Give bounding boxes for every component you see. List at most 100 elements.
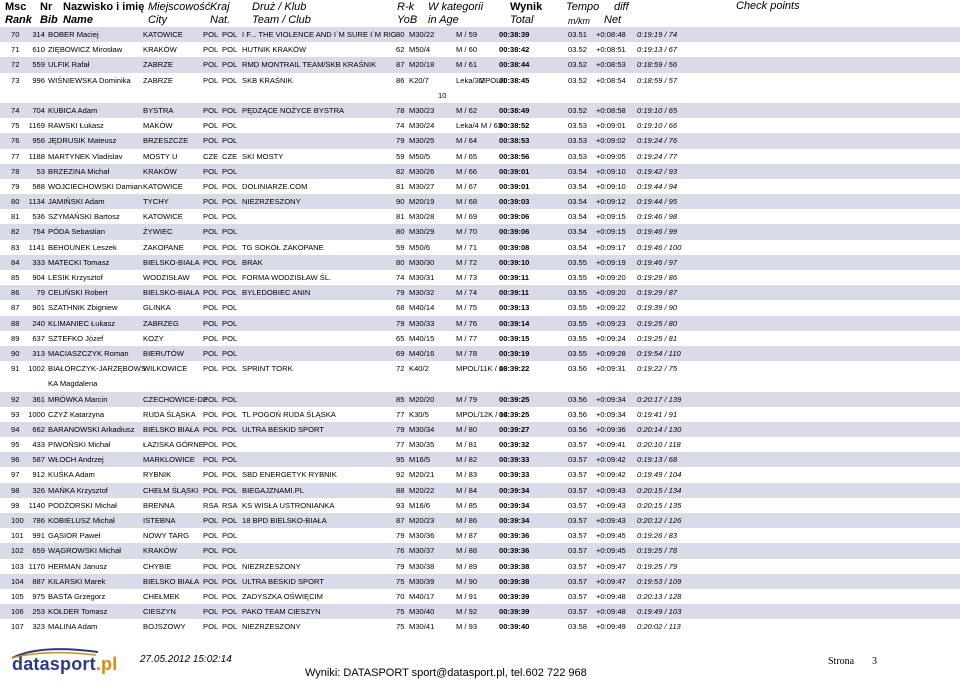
nation: POL [203, 531, 219, 541]
rank: 104 [11, 576, 24, 586]
nation: POL [203, 242, 219, 252]
bib: 637 [32, 333, 45, 343]
nation: POL [203, 105, 219, 115]
table-row: 101 991 GĄSIOR Paweł NOWY TARG POL POL 79 M30/3… [0, 528, 960, 543]
table-row: 104 887 KILARSKI Marek BIELSKO BIAŁA POL POL U… [0, 573, 960, 589]
time-diff: +0:09:42 [596, 470, 626, 480]
rank: 83 [11, 242, 20, 252]
tempo: 03.58 [568, 622, 588, 632]
time-diff: +0:09:01 [596, 121, 626, 131]
year-of-birth: 95 [396, 455, 405, 465]
table-row: 107 323 MALINA Adam BOJSZOWY POL POL NIEZRZESZ… [0, 619, 960, 634]
net-time: 0:19:46 / 97 [637, 257, 678, 267]
category-place: M / 59 [456, 30, 478, 39]
runner-name: BOBER Maciej [48, 30, 99, 39]
bib: 1002 [28, 364, 45, 374]
header-diff-en: Net [604, 14, 622, 26]
net-time: 0:19:46 / 99 [637, 227, 678, 237]
bib: 323 [32, 622, 45, 632]
category: M20/19 [409, 197, 435, 207]
runner-name: LESIK Krzysztof [48, 273, 103, 283]
year-of-birth: 93 [396, 500, 405, 510]
rank: 87 [11, 303, 20, 313]
rank: 79 [11, 181, 20, 191]
tempo: 03.56 [568, 424, 588, 434]
net-time: 0:19:53 / 109 [637, 576, 682, 586]
year-of-birth: 76 [396, 546, 405, 556]
tempo: 03.57 [568, 561, 588, 571]
nation-2: POL [222, 75, 238, 85]
tempo: 03.54 [568, 212, 588, 222]
total-time: 00:39:40 [499, 622, 530, 632]
category-place: M / 91 [456, 591, 478, 601]
team: RMD MONTRAIL TEAM/SKB KRAŚNIK [242, 60, 377, 70]
team: I F... THE VIOLENCE AND I`M SURE I`M RIG [242, 30, 397, 39]
runner-name: SZATHNIK Zbigniew [48, 303, 118, 313]
net-time: 0:20:10 / 118 [637, 440, 681, 450]
nation-2: POL [222, 212, 238, 222]
net-time: 0:19:22 / 75 [637, 364, 678, 374]
nation-2: POL [222, 257, 238, 267]
tempo: 03.57 [568, 546, 588, 556]
bib: 662 [32, 424, 45, 434]
bib: 536 [32, 212, 45, 222]
year-of-birth: 78 [396, 105, 405, 115]
bib: 79 [36, 288, 45, 298]
bib: 996 [32, 75, 45, 85]
table-row: 92 361 MRÓWKA Marcin CZECHOWICE-DZ POL POL 85 M… [0, 391, 960, 407]
bib: 314 [32, 30, 45, 39]
year-of-birth: 82 [396, 166, 405, 176]
year-of-birth: 87 [396, 516, 405, 526]
runner-name: PÓDA Sebastian [48, 227, 105, 237]
nation: CZE [203, 151, 219, 161]
runner-name: MATECKI Tomasz [48, 257, 110, 267]
team: BRAK [242, 257, 263, 267]
table-row: 71 610 ZIĘBOWICZ Mirosław KRAKÓW POL POL HUTNI… [0, 42, 960, 57]
runner-name: ZIĘBOWICZ Mirosław [48, 45, 123, 55]
nation: POL [203, 227, 219, 237]
header-city-pl: Miejscowość [148, 1, 211, 13]
year-of-birth: 69 [396, 348, 405, 358]
nation-2: POL [222, 485, 238, 495]
runner-name: WIŚNIEWSKA Dominika [48, 75, 131, 85]
rank: 99 [11, 500, 20, 510]
runner-name: KUBICA Adam [48, 105, 98, 115]
category-continued: 10 [438, 90, 447, 100]
nation-2: POL [222, 45, 238, 55]
total-time: 00:39:15 [499, 333, 530, 343]
city: ŻYWIEC [143, 227, 173, 237]
city: KRAKÓW [143, 45, 177, 55]
net-time: 0:20:02 / 113 [637, 622, 681, 632]
year-of-birth: 59 [396, 242, 405, 252]
tempo: 03.55 [568, 318, 588, 328]
table-row: 72 559 ULFIK Rafał ZABRZE POL POL RMD MONTRAIL… [0, 57, 960, 73]
net-time: 0:19:46 / 100 [637, 242, 682, 252]
table-row: 90 313 MACIASZCZYK Roman BIERUTÓW POL POL 69 M4… [0, 345, 960, 362]
net-time: 0:19:13 / 67 [637, 45, 678, 55]
category: M30/23 [409, 105, 435, 115]
time-diff: +0:09:43 [596, 485, 626, 495]
year-of-birth: 77 [396, 440, 405, 450]
rank: 100 [11, 516, 24, 526]
net-time: 0:20:15 / 135 [637, 500, 682, 510]
net-time: 0:19:24 / 76 [637, 136, 678, 146]
tempo: 03.54 [568, 181, 588, 191]
total-time: 00:39:01 [499, 181, 530, 191]
nation-2: POL [222, 546, 238, 556]
category-place: M / 72 [456, 257, 478, 267]
runner-name: BARANOWSKI Arkadiusz [48, 424, 135, 434]
category-place: M / 73 [456, 273, 478, 283]
net-time: 0:19:25 / 78 [637, 546, 678, 556]
time-diff: +0:09:15 [596, 212, 626, 222]
runner-name: MRÓWKA Marcin [48, 394, 108, 404]
category-place: M / 92 [456, 607, 478, 617]
category: M50/4 [409, 45, 431, 55]
time-diff: +0:09:05 [596, 151, 626, 161]
time-diff: +0:09:19 [596, 257, 626, 267]
bib: 53 [36, 166, 45, 176]
city: KRAKÓW [143, 546, 177, 556]
table-row: 85 904 LESIK Krzysztof WODZISŁAW POL POL FORMA… [0, 270, 960, 285]
runner-name: PIWOŃSKI Michał [48, 440, 111, 450]
total-time: 00:39:10 [499, 257, 530, 267]
tempo: 03.55 [568, 273, 588, 283]
